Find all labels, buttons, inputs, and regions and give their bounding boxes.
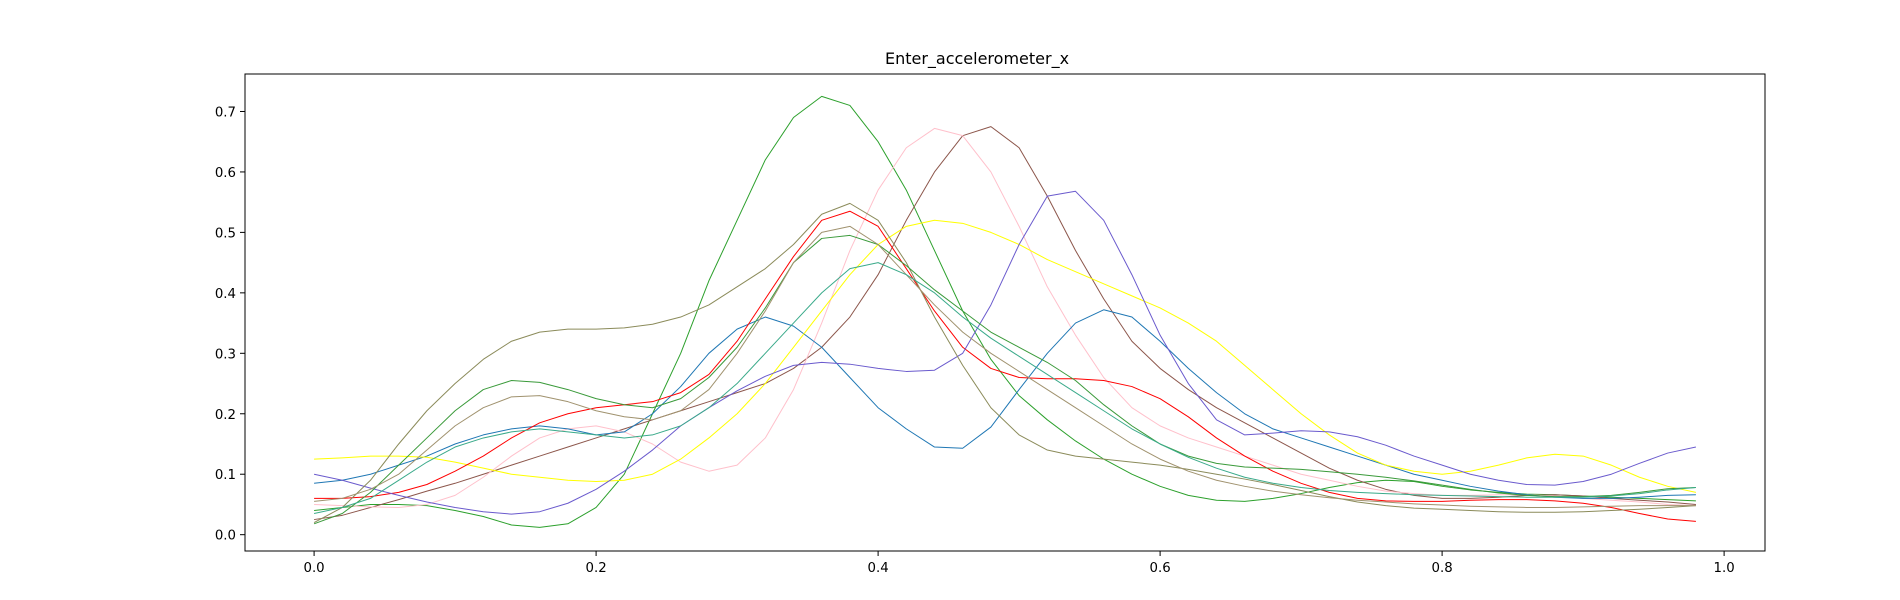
y-tick-label: 0.3 (215, 347, 236, 362)
chart-title: Enter_accelerometer_x (885, 49, 1069, 69)
series-layer (313, 95, 1697, 528)
x-tick-label: 0.8 (1432, 561, 1453, 576)
series-line-7 (313, 190, 1697, 515)
series-line-4 (314, 309, 1696, 499)
x-tick-label: 0.6 (1150, 561, 1171, 576)
y-tick-label: 0.6 (215, 166, 236, 181)
series-line-11 (313, 262, 1696, 515)
series-line-2 (314, 126, 1696, 521)
y-tick-label: 0.7 (215, 105, 236, 120)
series-line-9 (313, 234, 1696, 525)
plot-frame (244, 73, 1766, 552)
x-tick-label: 0.0 (304, 561, 325, 576)
y-tick-label: 0.1 (215, 468, 236, 483)
series-line-5 (314, 219, 1697, 493)
series-line-1 (314, 95, 1696, 528)
x-tick-label: 1.0 (1714, 561, 1735, 576)
y-tick-label: 0.5 (215, 226, 236, 241)
axis-layer: 0.0 0.2 0.4 0.6 0.8 1.0 0.0 0.1 0.2 0.3 0.4 0.5 0.6 0… (215, 105, 1735, 576)
y-tick-label: 0.0 (215, 529, 236, 544)
series-line-8 (313, 202, 1696, 524)
series-line-3 (314, 127, 1696, 508)
series-line-6 (314, 210, 1696, 522)
x-tick-label: 0.2 (586, 561, 607, 576)
series-line-10 (314, 225, 1696, 508)
x-tick-label: 0.4 (868, 561, 889, 576)
y-tick-label: 0.4 (215, 287, 236, 302)
y-tick-label: 0.2 (215, 408, 236, 423)
